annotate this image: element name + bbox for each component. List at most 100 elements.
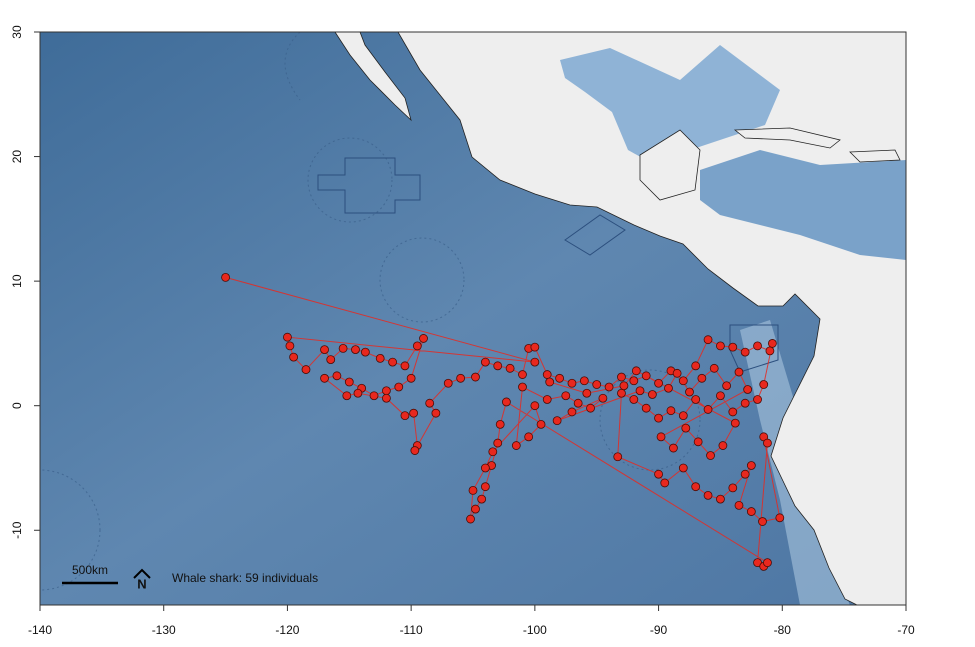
sighting-point [728,342,738,352]
sighting-point [656,432,666,442]
sighting-point [716,391,725,401]
x-tick-label: -120 [275,623,299,637]
sighting-point [604,382,614,392]
sighting-point [552,416,562,426]
sighting-point [289,352,299,362]
sighting-point [703,490,713,500]
x-tick-label: -140 [28,623,52,637]
sighting-point [285,341,295,351]
sighting-point [703,335,713,345]
sighting-point [375,353,385,363]
marks [221,272,785,571]
sighting-point [706,451,715,460]
sighting-point [763,558,772,568]
sighting-point [709,363,719,373]
sighting-point [693,437,703,447]
sighting-point [635,386,645,396]
sighting-point [545,377,555,387]
eez-outline [379,237,465,323]
sighting-point [419,334,428,343]
sighting-point [703,405,713,414]
sighting-point [480,482,490,492]
sighting-point [722,381,732,391]
sighting-point [691,395,701,404]
x-tick-label: -70 [897,623,915,637]
sighting-point [468,485,478,495]
sighting-point [718,441,728,450]
plot-frame [39,31,907,606]
x-tick-label: -110 [400,623,423,637]
sighting-point [629,376,639,386]
sighting-point [613,452,623,462]
sighting-point [567,407,577,417]
sighting-point [493,361,503,371]
sighting-point [582,388,592,398]
sighting-point [734,367,744,377]
sighting-point [221,272,230,282]
sighting-point [480,357,490,367]
sighting-point [381,386,391,396]
sighting-point [344,377,354,387]
sighting-point [561,391,571,401]
eez-outline [599,369,701,471]
sighting-point [579,376,589,386]
sighting-point [691,482,701,492]
sighting-point [685,387,694,397]
sighting-point [678,411,688,421]
sighting-point [338,343,348,353]
sighting-point [728,483,738,493]
sighting-point [746,461,756,470]
sighting-point [466,514,475,524]
sighting-point [753,395,762,404]
sighting-point [716,341,725,351]
sighting-point [505,363,515,373]
sighting-point [530,342,540,352]
eez-outline [40,469,101,591]
mpa-outline [317,157,421,214]
sighting-point [660,478,670,488]
sighting-point [765,346,775,356]
sighting-point [681,423,691,433]
cuba [733,127,841,149]
sighting-point [394,382,404,392]
sighting-point [495,419,505,429]
sighting-point [664,383,673,393]
sighting-point [573,398,583,408]
sighting-point [518,382,527,392]
sighting-point [480,463,490,473]
sighting-point [530,357,540,367]
x-tick-label: -90 [650,623,668,637]
sighting-point [586,403,595,413]
sighting-point [530,401,540,411]
sighting-point [493,438,503,448]
sighting-point [410,446,420,455]
eez-outline [284,32,301,101]
sighting-point [536,419,546,429]
yucatan [639,129,701,201]
sighting-point [678,376,688,386]
sighting-point [351,345,360,355]
sighting-point [320,345,329,355]
y-tick-label: 30 [10,25,24,39]
sighting-point [678,463,688,473]
sighting-point [342,391,352,401]
sighting-point [456,373,466,383]
sighting-point [555,373,564,383]
sighting-point [360,347,370,357]
sighting-point [654,378,663,388]
x-tick-label: -100 [523,623,547,637]
sighting-point [763,438,772,448]
sighting-point [647,390,657,399]
sighting-point [425,398,435,408]
sighting-point [629,395,639,404]
y-tick-label: 20 [10,150,24,164]
sighting-point [617,388,626,398]
sighting-point [740,469,750,479]
sighting-point [669,443,678,453]
scale-label: 500km [72,563,108,577]
sighting-point [511,441,521,450]
sighting-point [631,366,641,376]
sighting-point [767,339,777,348]
gulf-of-mexico [560,45,780,165]
